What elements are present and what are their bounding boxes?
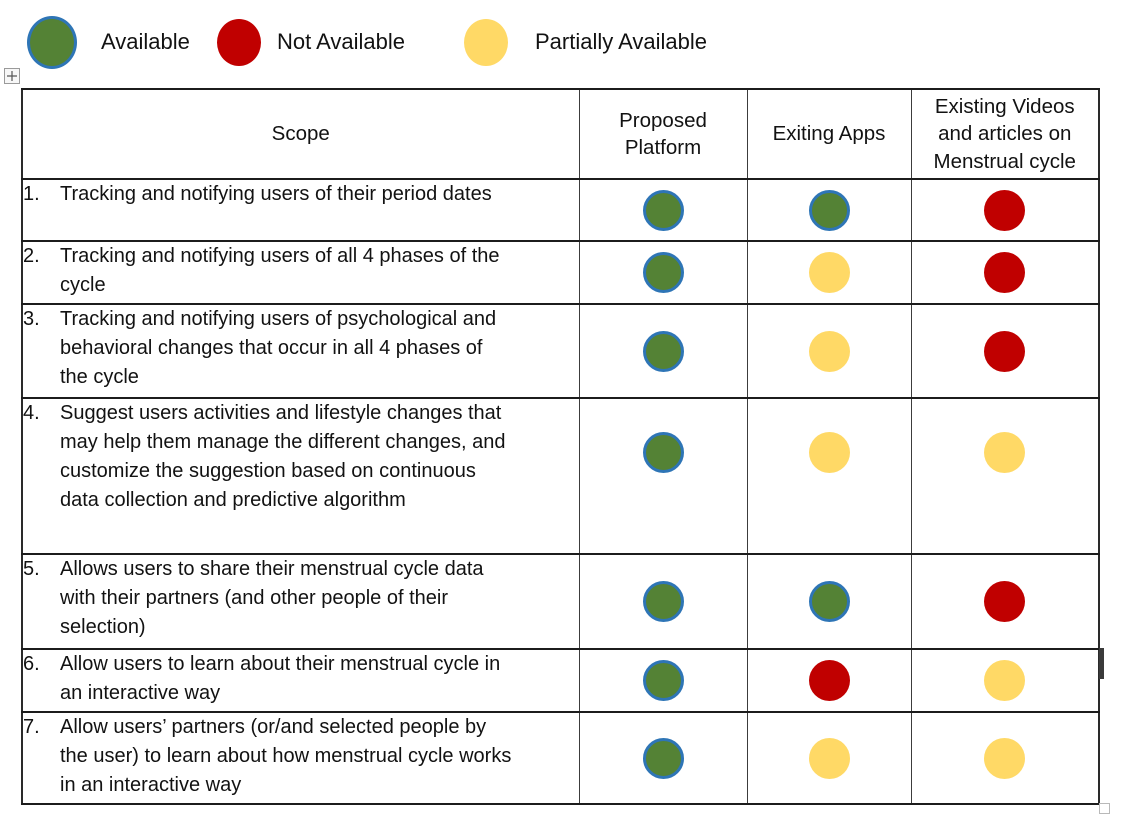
available-dot bbox=[642, 660, 684, 701]
right-border-artifact bbox=[1099, 648, 1104, 679]
column-header-scope: Scope bbox=[21, 88, 580, 180]
partially-available-dot bbox=[984, 432, 1026, 473]
exiting-apps-status-cell bbox=[746, 303, 912, 399]
row-number: 7. bbox=[23, 716, 40, 738]
not-available-dot bbox=[984, 581, 1026, 622]
partially-available-dot bbox=[808, 432, 850, 473]
proposed-platform-status-cell bbox=[578, 178, 748, 242]
existing-videos-status-cell bbox=[910, 397, 1100, 555]
existing-videos-status-cell bbox=[910, 711, 1100, 805]
table-row: 2. Tracking and notifying users of all 4 … bbox=[21, 240, 1100, 305]
partially-available-dot bbox=[984, 660, 1026, 701]
available-dot bbox=[642, 432, 684, 473]
row-number: 6. bbox=[23, 653, 40, 675]
column-header-existing-videos: Existing Videos and articles on Menstrua… bbox=[910, 88, 1100, 180]
table-resize-handle[interactable] bbox=[1099, 803, 1110, 814]
proposed-platform-status-cell bbox=[578, 648, 748, 713]
exiting-apps-status-cell bbox=[746, 397, 912, 555]
partially-available-dot bbox=[808, 737, 850, 779]
not-available-dot-icon bbox=[217, 18, 261, 66]
table-body: 1. Tracking and notifying users of their … bbox=[21, 178, 1100, 805]
available-dot bbox=[642, 581, 684, 622]
exiting-apps-status-cell bbox=[746, 240, 912, 305]
scope-text: Allow users’ partners (or/and selected p… bbox=[60, 716, 512, 796]
available-dot bbox=[642, 252, 684, 293]
legend-item-not-available: Not Available bbox=[217, 14, 405, 70]
partially-available-dot-icon bbox=[464, 18, 508, 66]
table-move-handle[interactable] bbox=[4, 68, 20, 84]
available-dot bbox=[642, 330, 684, 372]
partially-available-dot bbox=[984, 737, 1026, 779]
existing-videos-status-cell bbox=[910, 553, 1100, 650]
table-row: 5. Allows users to share their menstrual … bbox=[21, 553, 1100, 650]
legend-item-partially-available: Partially Available bbox=[464, 14, 707, 70]
not-available-dot bbox=[808, 660, 850, 701]
proposed-platform-status-cell bbox=[578, 240, 748, 305]
comparison-table: Scope Proposed Platform Exiting Apps Exi… bbox=[21, 88, 1100, 805]
scope-cell: 5. Allows users to share their menstrual … bbox=[21, 553, 580, 650]
not-available-dot bbox=[984, 189, 1026, 231]
move-cross-icon bbox=[7, 71, 17, 81]
partially-available-dot bbox=[808, 252, 850, 293]
column-header-exiting-apps: Exiting Apps bbox=[746, 88, 912, 180]
scope-text: Allows users to share their menstrual cy… bbox=[60, 558, 484, 638]
row-number: 2. bbox=[23, 245, 40, 267]
scope-cell: 4. Suggest users activities and lifestyle… bbox=[21, 397, 580, 555]
row-number: 3. bbox=[23, 308, 40, 330]
available-dot bbox=[642, 189, 684, 231]
legend-label-partially-available: Partially Available bbox=[535, 29, 708, 54]
table-row: 6. Allow users to learn about their menst… bbox=[21, 648, 1100, 713]
row-number: 5. bbox=[23, 558, 40, 580]
not-available-dot bbox=[984, 252, 1026, 293]
exiting-apps-status-cell bbox=[746, 178, 912, 242]
available-dot-icon bbox=[27, 15, 77, 69]
partially-available-dot bbox=[808, 330, 850, 372]
not-available-dot bbox=[984, 330, 1026, 372]
scope-cell: 2. Tracking and notifying users of all 4 … bbox=[21, 240, 580, 305]
proposed-platform-status-cell bbox=[578, 553, 748, 650]
proposed-platform-status-cell bbox=[578, 303, 748, 399]
scope-text: Suggest users activities and lifestyle c… bbox=[60, 402, 506, 511]
scope-text: Tracking and notifying users of psycholo… bbox=[60, 308, 497, 388]
exiting-apps-status-cell bbox=[746, 648, 912, 713]
existing-videos-status-cell bbox=[910, 303, 1100, 399]
available-dot bbox=[642, 737, 684, 779]
table-row: 4. Suggest users activities and lifestyle… bbox=[21, 397, 1100, 555]
column-header-proposed-platform: Proposed Platform bbox=[578, 88, 748, 180]
existing-videos-status-cell bbox=[910, 240, 1100, 305]
proposed-platform-status-cell bbox=[578, 397, 748, 555]
scope-cell: 1. Tracking and notifying users of their … bbox=[21, 178, 580, 242]
scope-cell: 6. Allow users to learn about their menst… bbox=[21, 648, 580, 713]
existing-videos-status-cell bbox=[910, 648, 1100, 713]
table-row: 3. Tracking and notifying users of psycho… bbox=[21, 303, 1100, 399]
legend-item-available: Available bbox=[27, 14, 190, 70]
row-number: 4. bbox=[23, 402, 40, 424]
proposed-platform-status-cell bbox=[578, 711, 748, 805]
legend-label-available: Available bbox=[101, 29, 190, 54]
scope-cell: 3. Tracking and notifying users of psycho… bbox=[21, 303, 580, 399]
table-header-row: Scope Proposed Platform Exiting Apps Exi… bbox=[21, 88, 1100, 180]
table-row: 1. Tracking and notifying users of their … bbox=[21, 178, 1100, 242]
legend-label-not-available: Not Available bbox=[277, 29, 406, 54]
row-number: 1. bbox=[23, 183, 40, 205]
scope-cell: 7. Allow users’ partners (or/and selected… bbox=[21, 711, 580, 805]
scope-text: Allow users to learn about their menstru… bbox=[60, 653, 501, 704]
exiting-apps-status-cell bbox=[746, 711, 912, 805]
exiting-apps-status-cell bbox=[746, 553, 912, 650]
scope-text: Tracking and notifying users of their pe… bbox=[60, 183, 492, 205]
available-dot bbox=[808, 189, 850, 231]
existing-videos-status-cell bbox=[910, 178, 1100, 242]
scope-text: Tracking and notifying users of all 4 ph… bbox=[60, 245, 500, 296]
available-dot bbox=[808, 581, 850, 622]
table-row: 7. Allow users’ partners (or/and selected… bbox=[21, 711, 1100, 805]
